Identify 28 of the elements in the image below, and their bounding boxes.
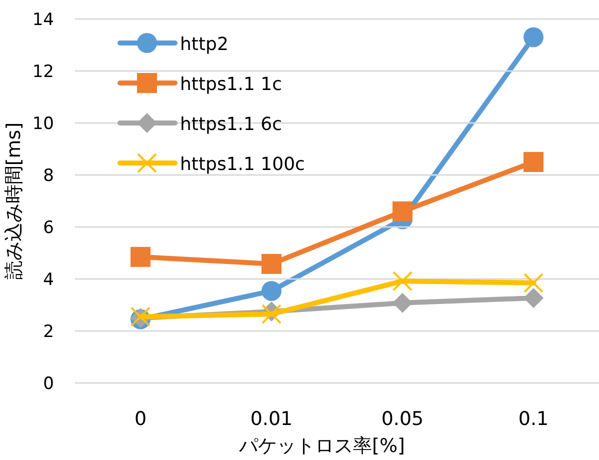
x-tick-label: 0.05 (381, 408, 424, 430)
legend-label: https1.1 100c (180, 154, 305, 175)
legend-label: https1.1 6c (180, 114, 282, 135)
point (262, 280, 282, 301)
x-tick-label: 0.1 (518, 408, 549, 430)
point (392, 201, 412, 222)
x-tick-label: 0.01 (250, 408, 293, 430)
y-tick-label: 14 (32, 10, 54, 30)
y-tick-label: 8 (43, 166, 54, 186)
y-tick-label: 2 (43, 322, 54, 342)
point (524, 152, 544, 172)
y-tick-label: 10 (32, 114, 54, 134)
point (524, 288, 544, 308)
point (130, 246, 150, 267)
point (524, 27, 544, 48)
point (392, 271, 412, 292)
point (392, 292, 412, 313)
y-axis-title: 読み込み時間[ms] (3, 122, 25, 280)
y-tick-label: 12 (32, 62, 54, 82)
x-axis-title: パケットロス率[%] (238, 435, 405, 457)
y-tick-label: 0 (43, 374, 54, 394)
x-tick-label: 0 (134, 408, 147, 430)
legend-label: http2 (180, 34, 228, 55)
point (262, 254, 282, 274)
legend-label: https1.1 1c (180, 74, 282, 95)
y-tick-label: 6 (43, 218, 54, 238)
y-tick-label: 4 (43, 270, 54, 290)
point (524, 272, 544, 293)
